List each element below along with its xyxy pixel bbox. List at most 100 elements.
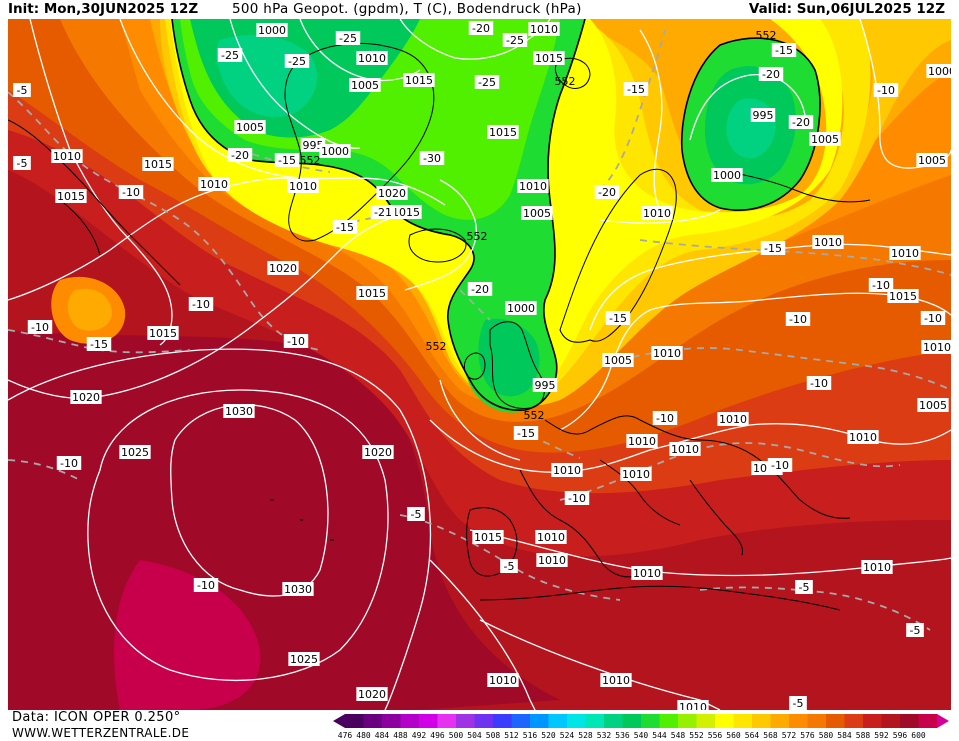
scale-label: 504 [467, 731, 482, 740]
pressure-label-box [403, 73, 435, 87]
temperature-label-box [564, 491, 590, 505]
temperature-label: -10 [56, 456, 82, 470]
temperature-label-box [217, 48, 243, 62]
temperature-label: -25 [502, 33, 528, 47]
temperature-label-text: -10 [31, 321, 49, 334]
pressure-label-box [521, 206, 553, 220]
temperature-label: -10 [564, 491, 590, 505]
geopotential-label-text: 552 [756, 29, 777, 42]
temperature-label-box [407, 507, 425, 521]
pressure-label-text: 1000 [258, 24, 286, 37]
pressure-label-text: 1010 [530, 23, 558, 36]
pressure-label-box [889, 246, 921, 260]
pressure-label: 1010 [536, 553, 568, 567]
pressure-label-text: 1015 [535, 52, 563, 65]
temperature-label-box [760, 241, 786, 255]
pressure-label: 1010 [517, 179, 549, 193]
temperature-label: -15 [513, 426, 539, 440]
pressure-label-text: 1010 [671, 443, 699, 456]
temperature-label: -10 [920, 311, 946, 325]
temperature-label: -5 [407, 507, 425, 521]
pressure-label-text: 995 [535, 379, 556, 392]
pressure-label-text: 1030 [284, 583, 312, 596]
temperature-label: -15 [86, 337, 112, 351]
temperature-label-box [789, 696, 807, 710]
pressure-label-box [669, 442, 701, 456]
temperature-label-text: -10 [568, 492, 586, 505]
pressure-label-box [651, 346, 683, 360]
pressure-label: 1010 [651, 346, 683, 360]
pressure-label: 1015 [142, 157, 174, 171]
pressure-label-box [517, 179, 549, 193]
pressure-label-text: 1010 [643, 207, 671, 220]
scale-cell [659, 714, 679, 728]
temperature-label: -25 [217, 48, 243, 62]
pressure-label-box [917, 398, 949, 412]
temperature-label-box [332, 220, 358, 234]
pressure-label-box [528, 22, 560, 36]
chart-title: 500 hPa Geopot. (gpdm), T (C), Bodendruc… [232, 1, 582, 17]
scale-label: 500 [448, 731, 464, 740]
chart-footer: Data: ICON OPER 0.250° WWW.WETTERZENTRAL… [0, 710, 959, 741]
pressure-label: 1005 [234, 120, 266, 134]
pressure-label-text: 1025 [290, 653, 318, 666]
temperature-label-box [193, 578, 219, 592]
scale-label: 496 [430, 731, 445, 740]
pressure-label-box [809, 132, 841, 146]
pressure-label-box [288, 652, 320, 666]
temperature-label: -5 [906, 623, 924, 637]
scale-cell [419, 714, 438, 728]
scale-cell [733, 714, 753, 728]
temperature-label-box [513, 426, 539, 440]
pressure-label: 1010 [717, 412, 749, 426]
temperature-label-box [873, 83, 899, 97]
temperature-label-box [13, 156, 31, 170]
pressure-label-box [487, 125, 519, 139]
temperature-label-box [86, 337, 112, 351]
pressure-label: 1010 [677, 700, 709, 710]
scale-cell [807, 714, 827, 728]
temperature-label-text: -20 [762, 68, 780, 81]
temperature-label-box [767, 458, 793, 472]
pressure-label-text: 1010 [923, 341, 951, 354]
pressure-label: 1020 [362, 445, 394, 459]
pressure-label-box [349, 78, 381, 92]
pressure-label-box [319, 144, 351, 158]
pressure-label-box [620, 467, 652, 481]
pressure-label-text: 1010 [538, 554, 566, 567]
scale-arrow-left [333, 714, 345, 728]
scale-label: 528 [578, 731, 593, 740]
pressure-label-text: 1005 [236, 121, 264, 134]
temperature-label-text: -5 [910, 624, 921, 637]
temperature-label-box [468, 21, 494, 35]
pressure-label-box [198, 177, 230, 191]
pressure-label-box [234, 120, 266, 134]
temperature-label-box [623, 82, 649, 96]
scale-label: 576 [800, 731, 815, 740]
scale-cell [363, 714, 383, 728]
scale-cell [456, 714, 475, 728]
pressure-label: 1005 [916, 153, 948, 167]
pressure-label-box [356, 51, 388, 65]
pressure-label-text: 1010 [537, 531, 565, 544]
scale-label: 512 [504, 731, 519, 740]
temperature-label: -5 [13, 83, 31, 97]
pressure-label: 1010 [287, 179, 319, 193]
temperature-label-text: -5 [17, 84, 28, 97]
temperature-label-box [806, 376, 832, 390]
temperature-label: -15 [274, 153, 300, 167]
pressure-label-box [861, 560, 893, 574]
temperature-label: -20 [227, 148, 253, 162]
init-time: Init: Mon,30JUN2025 12Z [8, 1, 199, 17]
pressure-label-text: 1015 [489, 126, 517, 139]
temperature-label-box [906, 623, 924, 637]
pressure-label-box [532, 378, 558, 392]
pressure-label-text: 995 [303, 139, 324, 152]
temperature-label: -15 [605, 311, 631, 325]
temperature-label: -15 [760, 241, 786, 255]
pressure-label: 1015 [533, 51, 565, 65]
temperature-label: -5 [795, 580, 813, 594]
pressure-label-box [641, 206, 673, 220]
geopotential-label-text: 552 [467, 230, 488, 243]
pressure-label-text: 1005 [604, 354, 632, 367]
